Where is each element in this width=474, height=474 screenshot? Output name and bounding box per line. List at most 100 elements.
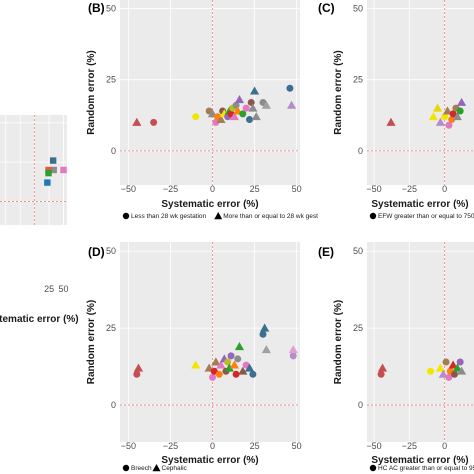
plot-background xyxy=(367,242,474,442)
data-point xyxy=(448,360,458,369)
x-axis-title: Systematic error (%) xyxy=(371,199,468,210)
data-point xyxy=(49,157,57,164)
data-point xyxy=(216,114,226,123)
legend-label: More than or equal to 28 wk gest xyxy=(223,213,318,220)
x-tick-label: −50 xyxy=(366,184,381,194)
legend-circle-icon xyxy=(122,212,130,220)
data-point xyxy=(456,107,464,115)
data-point xyxy=(229,360,239,369)
legend: HC AC greater than or equal to 95th cent… xyxy=(369,464,474,472)
panel-A: 25 50 Systematic error (%) xyxy=(0,115,79,325)
y-tick-label: 25 xyxy=(353,75,363,85)
y-tick-label: 25 xyxy=(353,323,363,333)
data-point xyxy=(448,116,456,124)
data-point xyxy=(215,370,223,378)
data-point xyxy=(452,363,462,372)
data-point xyxy=(451,370,459,378)
data-point xyxy=(286,100,297,109)
x-tick-label: 50 xyxy=(292,184,302,194)
legend-circle-icon xyxy=(122,464,130,472)
data-point xyxy=(261,100,271,109)
data-point xyxy=(242,104,250,112)
y-tick-label: 50 xyxy=(106,4,116,14)
plot-background xyxy=(120,242,300,442)
y-tick-label: 0 xyxy=(358,400,363,410)
x-tick-label: 25 xyxy=(44,284,54,294)
panel-B: 0 25 50 −50 −25 0 25 50 Systematic error (%) Rand… xyxy=(86,0,318,220)
data-point xyxy=(227,352,235,360)
data-point xyxy=(234,342,245,351)
legend-label: Cephalic xyxy=(162,465,188,472)
data-point xyxy=(249,86,260,95)
data-point xyxy=(246,116,254,124)
data-point xyxy=(427,367,435,375)
legend: Breech Cephalic xyxy=(122,464,188,472)
x-tick-label: −25 xyxy=(163,441,178,451)
data-point xyxy=(192,113,200,121)
data-point xyxy=(191,360,201,369)
x-tick-label: 50 xyxy=(59,284,69,294)
panel-label: (D) xyxy=(88,245,105,259)
x-tick-label: 0 xyxy=(210,184,215,194)
data-point xyxy=(432,103,443,112)
x-tick-label: 50 xyxy=(292,441,302,451)
data-point xyxy=(251,112,261,121)
y-axis-title: Random error (%) xyxy=(86,300,97,384)
data-point xyxy=(289,352,297,360)
legend-label: EFW greater than or equal to 750 g xyxy=(378,213,474,220)
y-tick-label: 0 xyxy=(111,400,116,410)
data-point xyxy=(438,369,448,378)
legend: Less than 28 wk gestation More than or eq… xyxy=(122,212,318,220)
panel-label: (B) xyxy=(88,1,105,15)
legend-triangle-icon xyxy=(152,464,161,472)
data-point xyxy=(456,97,467,106)
data-point xyxy=(441,113,449,121)
data-point xyxy=(209,373,217,381)
data-point xyxy=(216,360,226,369)
data-point xyxy=(244,363,255,372)
y-axis-title: Random error (%) xyxy=(86,50,97,134)
y-axis-title: Random error (%) xyxy=(333,50,344,134)
data-point xyxy=(288,345,298,354)
y-tick-label: 0 xyxy=(358,146,363,156)
data-point xyxy=(286,84,294,92)
x-axis-title: Systematic error (%) xyxy=(371,455,468,466)
y-tick-label: 50 xyxy=(353,4,363,14)
data-point xyxy=(435,117,446,126)
data-point xyxy=(260,323,270,332)
x-axis-title: Systematic error (%) xyxy=(161,199,258,210)
y-tick-label: 25 xyxy=(106,323,116,333)
data-point xyxy=(50,166,57,174)
data-point xyxy=(133,370,141,378)
x-tick-label: 0 xyxy=(442,184,447,194)
legend: EFW greater than or equal to 750 g xyxy=(369,212,474,220)
x-tick-label: −25 xyxy=(163,184,178,194)
x-tick-label: −25 xyxy=(402,441,417,451)
data-point xyxy=(211,357,221,366)
panel-label: (E) xyxy=(318,245,334,259)
y-tick-label: 50 xyxy=(106,246,116,256)
data-point xyxy=(428,112,438,121)
legend-triangle-icon xyxy=(214,212,223,220)
y-tick-label: 50 xyxy=(353,246,363,256)
x-tick-label: −50 xyxy=(121,184,136,194)
panel-E: 0 25 50 −50 −25 0 Systematic error (%) Random e… xyxy=(318,242,474,472)
data-point xyxy=(248,103,258,112)
data-point xyxy=(449,110,457,118)
data-point xyxy=(238,366,248,375)
data-point xyxy=(445,121,453,129)
legend-label: Less than 28 wk gestation xyxy=(131,213,207,220)
x-tick-label: 0 xyxy=(210,441,215,451)
data-point xyxy=(45,169,52,177)
x-tick-label: 25 xyxy=(250,184,260,194)
data-point xyxy=(445,373,453,381)
x-tick-label: 0 xyxy=(442,441,447,451)
x-tick-label: 25 xyxy=(250,441,260,451)
data-point xyxy=(249,370,257,378)
data-point xyxy=(234,355,242,363)
plot-background xyxy=(367,0,474,185)
plot-background xyxy=(0,115,67,225)
data-point xyxy=(239,110,247,118)
data-point xyxy=(452,112,462,121)
